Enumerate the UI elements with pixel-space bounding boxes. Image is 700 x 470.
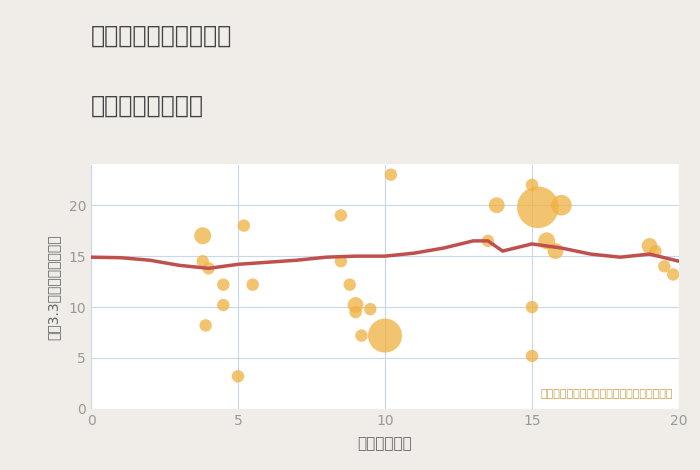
Point — [541, 237, 552, 244]
Point — [491, 202, 503, 209]
Y-axis label: 坪（3.3㎡）単価（万円）: 坪（3.3㎡）単価（万円） — [46, 234, 60, 339]
Point — [526, 352, 538, 360]
Point — [203, 265, 214, 272]
Point — [482, 237, 493, 244]
Point — [218, 281, 229, 289]
Point — [356, 332, 367, 339]
Text: 愛知県常滑市白山町の: 愛知県常滑市白山町の — [91, 24, 232, 47]
Point — [238, 222, 249, 229]
Point — [344, 281, 356, 289]
Point — [385, 171, 396, 179]
Point — [556, 202, 567, 209]
Point — [644, 242, 655, 250]
Point — [668, 271, 679, 278]
Point — [350, 301, 361, 309]
Point — [526, 303, 538, 311]
Point — [532, 204, 543, 211]
Text: 円の大きさは、取引のあった物件面積を示す: 円の大きさは、取引のあった物件面積を示す — [540, 389, 673, 399]
Point — [197, 232, 209, 240]
Point — [550, 247, 561, 255]
Point — [526, 181, 538, 188]
Point — [365, 306, 376, 313]
Point — [197, 258, 209, 265]
Point — [218, 301, 229, 309]
Text: 駅距離別土地価格: 駅距離別土地価格 — [91, 94, 204, 118]
Point — [200, 321, 211, 329]
Point — [335, 258, 346, 265]
X-axis label: 駅距離（分）: 駅距離（分） — [358, 436, 412, 451]
Point — [350, 308, 361, 316]
Point — [232, 373, 244, 380]
Point — [650, 247, 661, 255]
Point — [247, 281, 258, 289]
Point — [379, 332, 391, 339]
Point — [659, 263, 670, 270]
Point — [335, 212, 346, 219]
